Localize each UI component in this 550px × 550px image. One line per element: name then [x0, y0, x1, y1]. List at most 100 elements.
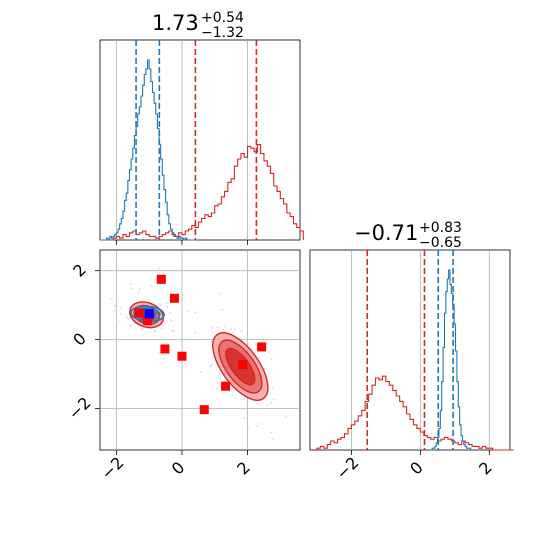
- scatter-dot: [165, 302, 168, 305]
- scatter-dot: [125, 314, 128, 316]
- title-bottom-right-sub: −0.65: [419, 235, 462, 251]
- scatter-dot: [260, 422, 263, 425]
- scatter-dot: [130, 325, 133, 328]
- scatter-dot: [256, 424, 259, 427]
- scatter-dot: [113, 310, 116, 312]
- scatter-dot: [113, 304, 116, 307]
- title-top-left-value: 1.73: [152, 11, 199, 35]
- scatter-dot: [224, 325, 226, 328]
- scatter-dot: [120, 307, 123, 310]
- scatter-dot: [218, 292, 221, 295]
- scatter-dot: [157, 267, 160, 270]
- scatter-dot: [254, 342, 257, 345]
- scatter-dot: [118, 320, 121, 323]
- scatter-dot: [270, 402, 273, 404]
- scatter-dot: [130, 287, 133, 290]
- scatter-dot: [157, 351, 160, 354]
- scatter-dot: [194, 331, 196, 334]
- scatter-dot: [137, 292, 139, 295]
- scatter-dot: [221, 308, 224, 311]
- scatter-dot: [110, 297, 113, 300]
- scatter-dot: [138, 289, 140, 292]
- scatter-dot: [186, 310, 189, 312]
- title-top-left-sup: +0.54: [201, 10, 244, 26]
- scatter-dot: [172, 329, 175, 332]
- y-tick-label: 2: [69, 260, 90, 281]
- scatter-dot: [229, 328, 232, 330]
- red-marker: [160, 344, 170, 354]
- scatter-dot: [285, 415, 287, 418]
- red-marker: [257, 342, 267, 352]
- red-marker: [177, 351, 187, 361]
- scatter-dot: [272, 387, 275, 390]
- scatter-dot: [159, 304, 162, 307]
- scatter-dot: [246, 401, 249, 403]
- panel-bottom-right: −2 0 2: [309, 249, 514, 483]
- scatter-dot: [216, 326, 219, 329]
- histogram-blue: [100, 59, 199, 241]
- scatter-dot: [125, 316, 128, 319]
- scatter-dot: [129, 317, 132, 320]
- panel-bottom-left: −2 0 2 −2 0 2: [65, 249, 306, 483]
- scatter-dot: [200, 370, 203, 373]
- scatter-dot: [267, 351, 270, 354]
- scatter-dot: [138, 287, 141, 290]
- scatter-dot: [171, 330, 173, 332]
- blue-marker: [144, 309, 154, 319]
- panel-top-left: [99, 39, 304, 245]
- scatter-dot: [234, 328, 237, 331]
- scatter-dot: [304, 408, 306, 410]
- x-tick-label: −2: [97, 453, 127, 483]
- scatter-dot: [210, 364, 213, 367]
- panel-bottom-right-title: −0.71 +0.83 −0.65: [354, 220, 462, 251]
- red-marker: [143, 316, 153, 326]
- histogram-red: [100, 144, 304, 241]
- scatter-dot: [129, 282, 132, 285]
- scatter-dot: [243, 398, 246, 401]
- x-tick-label: 0: [406, 458, 427, 479]
- scatter-dot: [219, 377, 222, 379]
- red-marker: [134, 308, 144, 318]
- scatter-dot: [211, 326, 214, 329]
- red-marker: [221, 381, 231, 391]
- scatter-dot: [166, 306, 168, 308]
- red-marker: [169, 293, 179, 303]
- scatter-dot: [266, 404, 268, 407]
- scatter-dot: [79, 304, 81, 306]
- scatter-dot: [150, 284, 153, 287]
- scatter-dot: [161, 324, 164, 326]
- x-tick-label: 2: [233, 458, 254, 479]
- title-top-left-sub: −1.32: [201, 25, 244, 41]
- scatter-dot: [239, 330, 242, 332]
- scatter-dot: [140, 327, 143, 330]
- scatter-dot: [161, 327, 164, 330]
- scatter-dot: [242, 417, 245, 419]
- scatter-dot: [210, 330, 213, 332]
- scatter-dot: [129, 324, 132, 327]
- scatter-dot: [154, 330, 157, 333]
- scatter-dot: [170, 319, 172, 322]
- scatter-dot: [270, 358, 273, 361]
- red-marker: [156, 274, 166, 284]
- scatter-dot: [169, 311, 172, 314]
- red-marker: [238, 359, 248, 369]
- scatter-dot: [231, 387, 233, 390]
- scatter-dot: [204, 339, 206, 341]
- scatter-dot: [215, 387, 218, 390]
- scatter-dot: [119, 312, 122, 315]
- x-tick-label: −2: [332, 453, 362, 483]
- y-tick-label: −2: [65, 393, 95, 423]
- x-tick-label: 0: [168, 458, 189, 479]
- scatter-dot: [270, 431, 272, 434]
- title-bottom-right-sup: +0.83: [419, 220, 462, 236]
- histogram-blue: [430, 269, 473, 451]
- scatter-dot: [219, 372, 221, 375]
- x-tick-label: 2: [475, 458, 496, 479]
- scatter-dot: [272, 438, 275, 440]
- scatter-dot: [257, 402, 260, 405]
- scatter-dot: [158, 303, 161, 305]
- title-bottom-right-value: −0.71: [354, 221, 418, 245]
- scatter-dot: [209, 365, 212, 368]
- scatter-dot: [153, 329, 156, 332]
- scatter-dot: [127, 317, 129, 320]
